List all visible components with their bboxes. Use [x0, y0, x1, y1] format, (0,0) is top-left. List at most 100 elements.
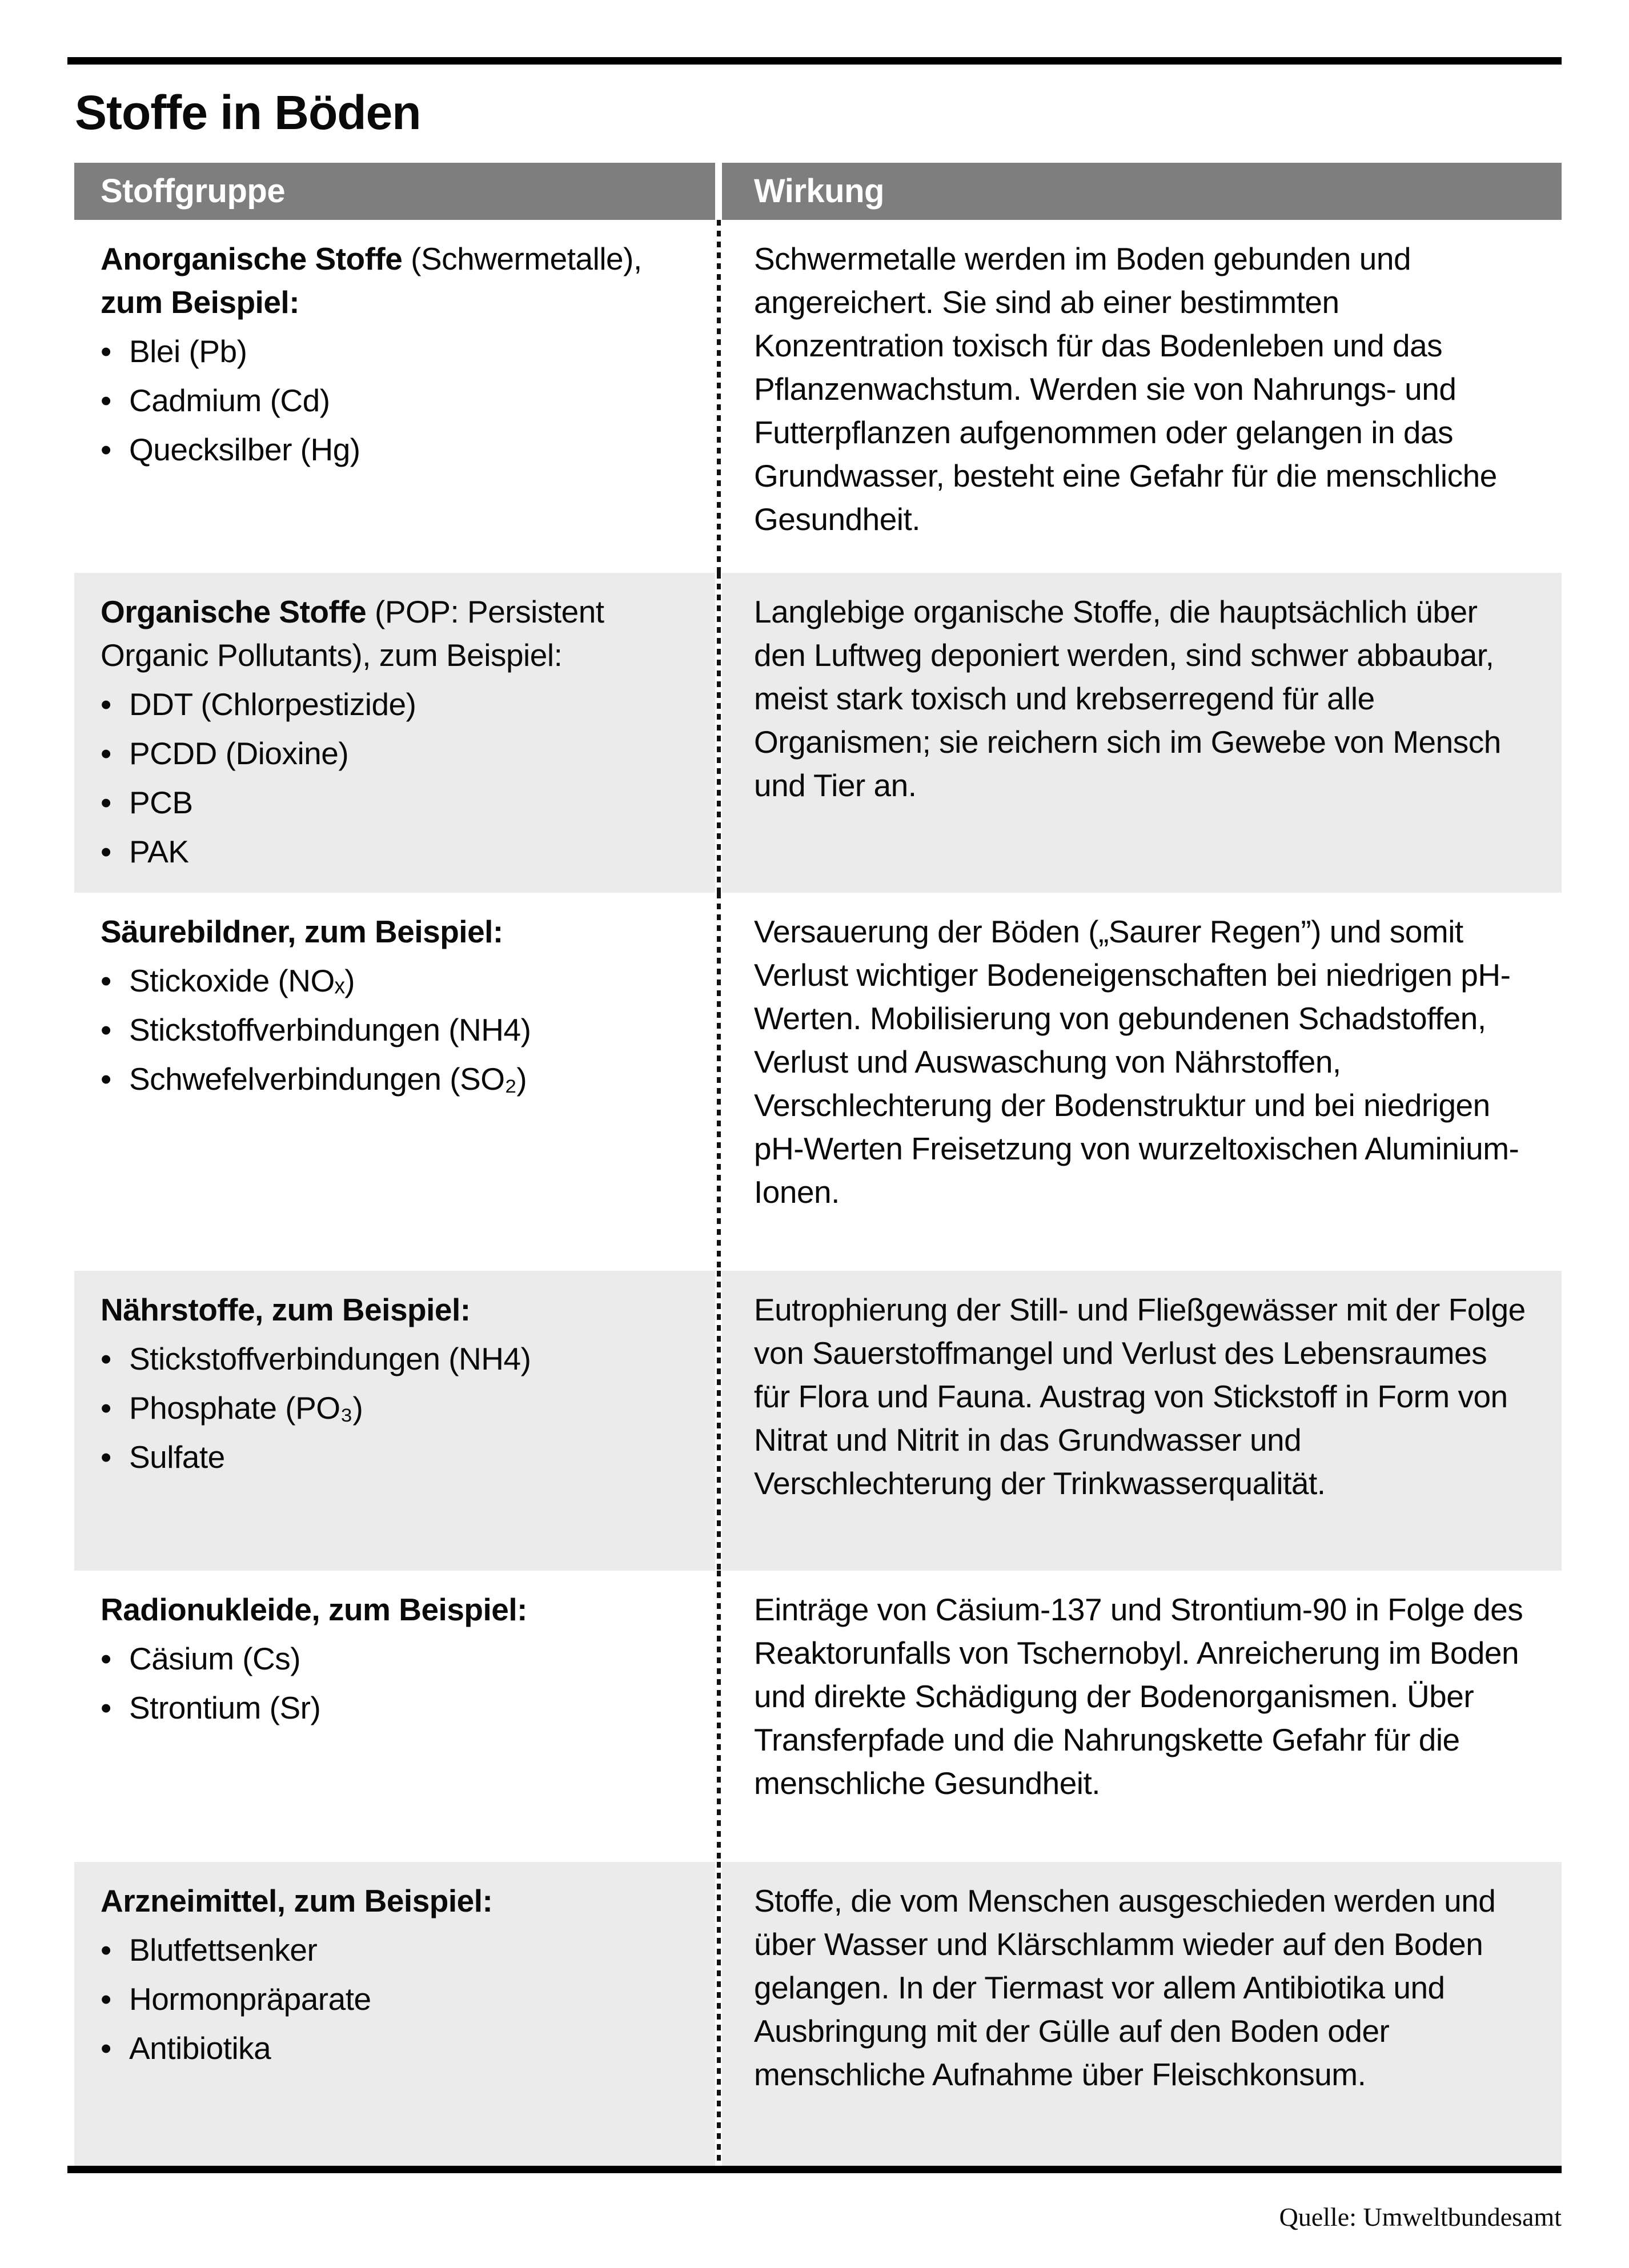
- top-rule: [67, 57, 1562, 65]
- list-item: • Phosphate (PO₃): [101, 1386, 698, 1430]
- page-title: Stoffe in Böden: [75, 86, 422, 139]
- table-row: Radionukleide, zum Beispiel: • Cäsium (Cs)…: [74, 1571, 1562, 1862]
- bullet-icon: •: [101, 1390, 111, 1426]
- column-divider: [715, 573, 722, 893]
- list-item: • Strontium (Sr): [101, 1686, 698, 1729]
- bullet-icon: •: [101, 383, 111, 418]
- header-label-stoffgruppe: Stoffgruppe: [101, 172, 286, 210]
- list-item-label: Sulfate: [129, 1439, 225, 1475]
- group-label-segment: Organische Stoffe: [101, 594, 367, 629]
- table-row: Nährstoffe, zum Beispiel: • Stickstoffverb…: [74, 1271, 1562, 1571]
- list-item: • Blutfettsenker: [101, 1928, 698, 1972]
- list-item: • Quecksilber (Hg): [101, 428, 698, 471]
- table-body: Anorganische Stoffe (Schwermetalle), zum…: [74, 220, 1562, 2166]
- group-label-segment: Radionukleide, zum Beispiel:: [101, 1592, 527, 1627]
- stoffgruppe-cell: Nährstoffe, zum Beispiel: • Stickstoffverb…: [74, 1271, 715, 1571]
- column-divider: [715, 893, 722, 1271]
- group-label: Arzneimittel, zum Beispiel:: [101, 1879, 698, 1922]
- substances-table: Stoffgruppe Wirkung Anorganische Stoffe …: [74, 163, 1562, 2166]
- wirkung-cell: Einträge von Cäsium-137 und Strontium-90…: [722, 1571, 1562, 1862]
- source-credit: Quelle: Umweltbundesamt: [1279, 2202, 1562, 2231]
- list-item-label: Blutfettsenker: [129, 1932, 318, 1968]
- bullet-list: • Blei (Pb) • Cadmium (Cd) • Quecksilber (Hg): [101, 330, 698, 471]
- list-item: • Cäsium (Cs): [101, 1637, 698, 1680]
- bottom-rule: [67, 2166, 1562, 2173]
- list-item: • Schwefelverbindungen (SO₂): [101, 1057, 698, 1101]
- bullet-icon: •: [101, 736, 111, 771]
- list-item-label: Blei (Pb): [129, 334, 247, 369]
- divider-dots: [716, 1571, 721, 1862]
- list-item: • Stickstoffverbindungen (NH4): [101, 1337, 698, 1380]
- table-header-row: Stoffgruppe Wirkung: [74, 163, 1562, 220]
- header-column-divider: [715, 163, 722, 220]
- divider-dots: [716, 573, 721, 893]
- group-label: Nährstoffe, zum Beispiel:: [101, 1288, 698, 1331]
- bullet-icon: •: [101, 834, 111, 869]
- column-divider: [715, 1271, 722, 1571]
- list-item-label: PCB: [129, 785, 193, 820]
- list-item-label: DDT (Chlorpestizide): [129, 687, 416, 722]
- bullet-icon: •: [101, 785, 111, 820]
- list-item-label: Stickstoffverbindungen (NH4): [129, 1012, 531, 1047]
- effect-text: Einträge von Cäsium-137 und Strontium-90…: [754, 1592, 1523, 1801]
- list-item: • Sulfate: [101, 1435, 698, 1479]
- list-item-label: Stickstoffverbindungen (NH4): [129, 1341, 531, 1376]
- bullet-icon: •: [101, 687, 111, 722]
- bullet-icon: •: [101, 1981, 111, 2017]
- list-item: • PAK: [101, 830, 698, 873]
- bullet-list: • Stickoxide (NOₓ) • Stickstoffverbindungen…: [101, 959, 698, 1101]
- group-label-segment: zum Beispiel:: [101, 284, 300, 320]
- group-label: Anorganische Stoffe (Schwermetalle), zum…: [101, 237, 698, 324]
- divider-dots: [716, 220, 721, 573]
- stoffgruppe-cell: Organische Stoffe (POP: Persistent Organ…: [74, 573, 715, 893]
- bullet-icon: •: [101, 1641, 111, 1676]
- group-label-segment: Anorganische Stoffe: [101, 241, 403, 276]
- group-label-segment: (Schwermetalle),: [402, 241, 642, 276]
- column-divider: [715, 220, 722, 573]
- list-item-label: PCDD (Dioxine): [129, 736, 349, 771]
- list-item-label: Hormonpräparate: [129, 1981, 371, 2017]
- list-item: • PCB: [101, 781, 698, 824]
- bullet-icon: •: [101, 432, 111, 467]
- list-item: • Stickstoffverbindungen (NH4): [101, 1008, 698, 1051]
- bullet-icon: •: [101, 2030, 111, 2066]
- table-row: Organische Stoffe (POP: Persistent Organ…: [74, 573, 1562, 893]
- stoffgruppe-cell: Radionukleide, zum Beispiel: • Cäsium (Cs)…: [74, 1571, 715, 1862]
- bullet-icon: •: [101, 1061, 111, 1097]
- group-label: Radionukleide, zum Beispiel:: [101, 1588, 698, 1631]
- effect-text: Stoffe, die vom Menschen ausgeschieden w…: [754, 1883, 1496, 2092]
- list-item: • Hormonpräparate: [101, 1977, 698, 2021]
- table-row: Anorganische Stoffe (Schwermetalle), zum…: [74, 220, 1562, 573]
- divider-dots: [716, 893, 721, 1271]
- group-label-segment: Nährstoffe, zum Beispiel:: [101, 1292, 471, 1327]
- effect-text: Langlebige organische Stoffe, die haupts…: [754, 594, 1501, 803]
- list-item-label: Cadmium (Cd): [129, 383, 330, 418]
- group-label: Säurebildner, zum Beispiel:: [101, 910, 698, 953]
- bullet-icon: •: [101, 334, 111, 369]
- list-item-label: PAK: [129, 834, 189, 869]
- list-item: • DDT (Chlorpestizide): [101, 683, 698, 726]
- list-item-label: Schwefelverbindungen (SO₂): [129, 1061, 527, 1097]
- divider-dots: [716, 1862, 721, 2166]
- table-row: Arzneimittel, zum Beispiel: • Blutfettsenk…: [74, 1862, 1562, 2166]
- wirkung-cell: Versauerung der Böden („Saurer Regen”) u…: [722, 893, 1562, 1271]
- group-label-segment: Säurebildner, zum Beispiel:: [101, 914, 503, 949]
- list-item-label: Cäsium (Cs): [129, 1641, 301, 1676]
- effect-text: Versauerung der Böden („Saurer Regen”) u…: [754, 914, 1519, 1210]
- stoffgruppe-cell: Anorganische Stoffe (Schwermetalle), zum…: [74, 220, 715, 573]
- wirkung-cell: Eutrophierung der Still- und Fließgewäss…: [722, 1271, 1562, 1571]
- bullet-icon: •: [101, 1341, 111, 1376]
- stoffgruppe-cell: Säurebildner, zum Beispiel: • Stickoxide (…: [74, 893, 715, 1271]
- list-item: • Antibiotika: [101, 2026, 698, 2070]
- bullet-icon: •: [101, 1932, 111, 1968]
- bullet-icon: •: [101, 1439, 111, 1475]
- list-item: • Blei (Pb): [101, 330, 698, 373]
- wirkung-cell: Stoffe, die vom Menschen ausgeschieden w…: [722, 1862, 1562, 2166]
- table-row: Säurebildner, zum Beispiel: • Stickoxide (…: [74, 893, 1562, 1271]
- column-divider: [715, 1571, 722, 1862]
- header-label-wirkung: Wirkung: [754, 172, 884, 210]
- list-item: • PCDD (Dioxine): [101, 732, 698, 775]
- list-item: • Cadmium (Cd): [101, 379, 698, 422]
- wirkung-cell: Schwermetalle werden im Boden gebunden u…: [722, 220, 1562, 573]
- bullet-icon: •: [101, 1012, 111, 1047]
